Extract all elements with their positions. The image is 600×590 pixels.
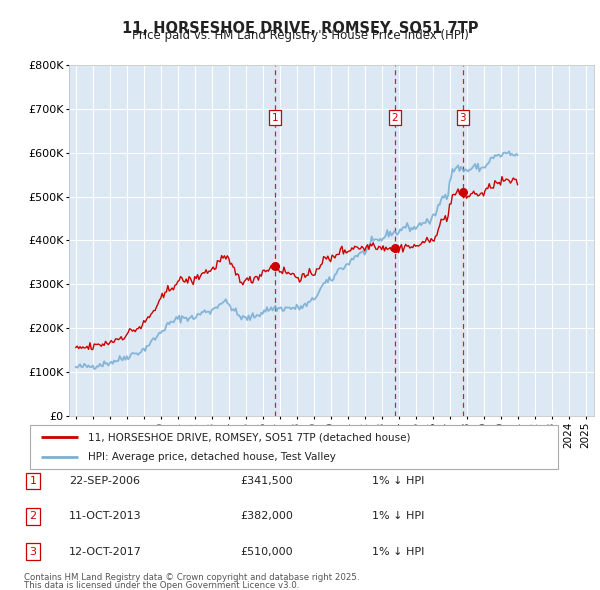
Text: 3: 3	[29, 547, 37, 556]
Text: 11-OCT-2013: 11-OCT-2013	[69, 512, 142, 521]
Text: HPI: Average price, detached house, Test Valley: HPI: Average price, detached house, Test…	[88, 452, 336, 461]
Text: 11, HORSESHOE DRIVE, ROMSEY, SO51 7TP: 11, HORSESHOE DRIVE, ROMSEY, SO51 7TP	[122, 21, 478, 35]
Text: Price paid vs. HM Land Registry's House Price Index (HPI): Price paid vs. HM Land Registry's House …	[131, 30, 469, 42]
Text: Contains HM Land Registry data © Crown copyright and database right 2025.: Contains HM Land Registry data © Crown c…	[24, 572, 359, 582]
Text: 1: 1	[272, 113, 278, 123]
Text: 3: 3	[460, 113, 466, 123]
Text: £341,500: £341,500	[240, 476, 293, 486]
Text: 11, HORSESHOE DRIVE, ROMSEY, SO51 7TP (detached house): 11, HORSESHOE DRIVE, ROMSEY, SO51 7TP (d…	[88, 432, 410, 442]
Text: 1: 1	[29, 476, 37, 486]
Text: 22-SEP-2006: 22-SEP-2006	[69, 476, 140, 486]
Text: 2: 2	[29, 512, 37, 521]
Text: 1% ↓ HPI: 1% ↓ HPI	[372, 547, 424, 556]
Text: 1% ↓ HPI: 1% ↓ HPI	[372, 476, 424, 486]
Text: 2: 2	[392, 113, 398, 123]
Text: 1% ↓ HPI: 1% ↓ HPI	[372, 512, 424, 521]
Text: £382,000: £382,000	[240, 512, 293, 521]
Text: £510,000: £510,000	[240, 547, 293, 556]
Text: This data is licensed under the Open Government Licence v3.0.: This data is licensed under the Open Gov…	[24, 581, 299, 590]
Text: 12-OCT-2017: 12-OCT-2017	[69, 547, 142, 556]
